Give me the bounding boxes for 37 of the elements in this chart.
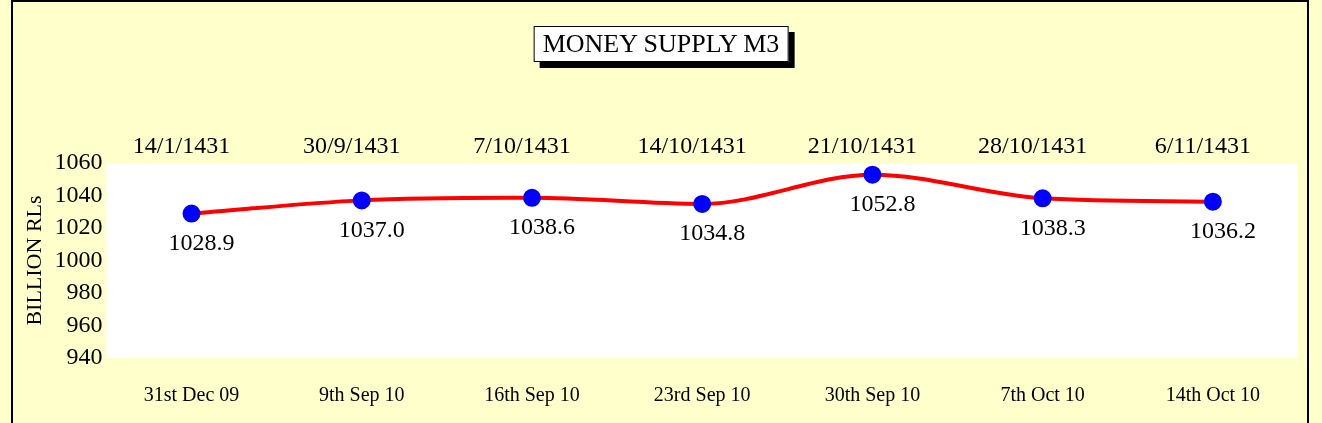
point — [522, 188, 541, 207]
text: 1037.0 — [338, 215, 405, 242]
y-tick-label: 1060 — [54, 148, 103, 175]
point — [863, 165, 882, 184]
text: 30/9/1431 — [303, 132, 401, 159]
x-tick-label: 14th Oct 10 — [1165, 383, 1261, 406]
y-axis-title: BILLION RLs — [20, 195, 46, 326]
x-tick-label: 9th Sep 10 — [318, 383, 405, 407]
y-tick-label: 960 — [66, 310, 103, 337]
y-tick-label: 1020 — [54, 213, 103, 240]
text: 14/10/1431 — [637, 132, 747, 159]
point — [693, 194, 712, 213]
y-tick-label: 1000 — [54, 245, 103, 272]
point — [1203, 192, 1222, 211]
text: 1034.8 — [679, 219, 746, 246]
chart-title: MONEY SUPPLY M3 — [533, 26, 789, 62]
y-tick-label: 940 — [66, 343, 103, 370]
point — [1033, 189, 1052, 208]
point — [182, 204, 201, 223]
text: 21/10/1431 — [807, 132, 918, 159]
x-tick-label: 23rd Sep 10 — [653, 383, 751, 407]
x-tick-label: 31st Dec 09 — [143, 383, 240, 406]
text: 14/1/1431 — [132, 132, 231, 159]
point — [352, 191, 371, 210]
text: 1052.8 — [849, 190, 916, 216]
text: 6/11/1431 — [1154, 132, 1252, 159]
x-tick-label: 30th Sep 10 — [824, 383, 921, 407]
x-tick-label: 7th Oct 10 — [1000, 383, 1085, 406]
x-tick-label: 16th Sep 10 — [484, 383, 580, 407]
text: 1038.6 — [508, 213, 575, 240]
text: 7/10/1431 — [473, 132, 571, 159]
text: 1038.3 — [1019, 213, 1086, 240]
y-tick-label: 980 — [66, 278, 103, 305]
y-tick-label: 1040 — [54, 180, 103, 207]
text: 1036.2 — [1189, 216, 1256, 243]
text: 28/10/1431 — [977, 132, 1088, 159]
text: 1028.9 — [168, 228, 235, 255]
